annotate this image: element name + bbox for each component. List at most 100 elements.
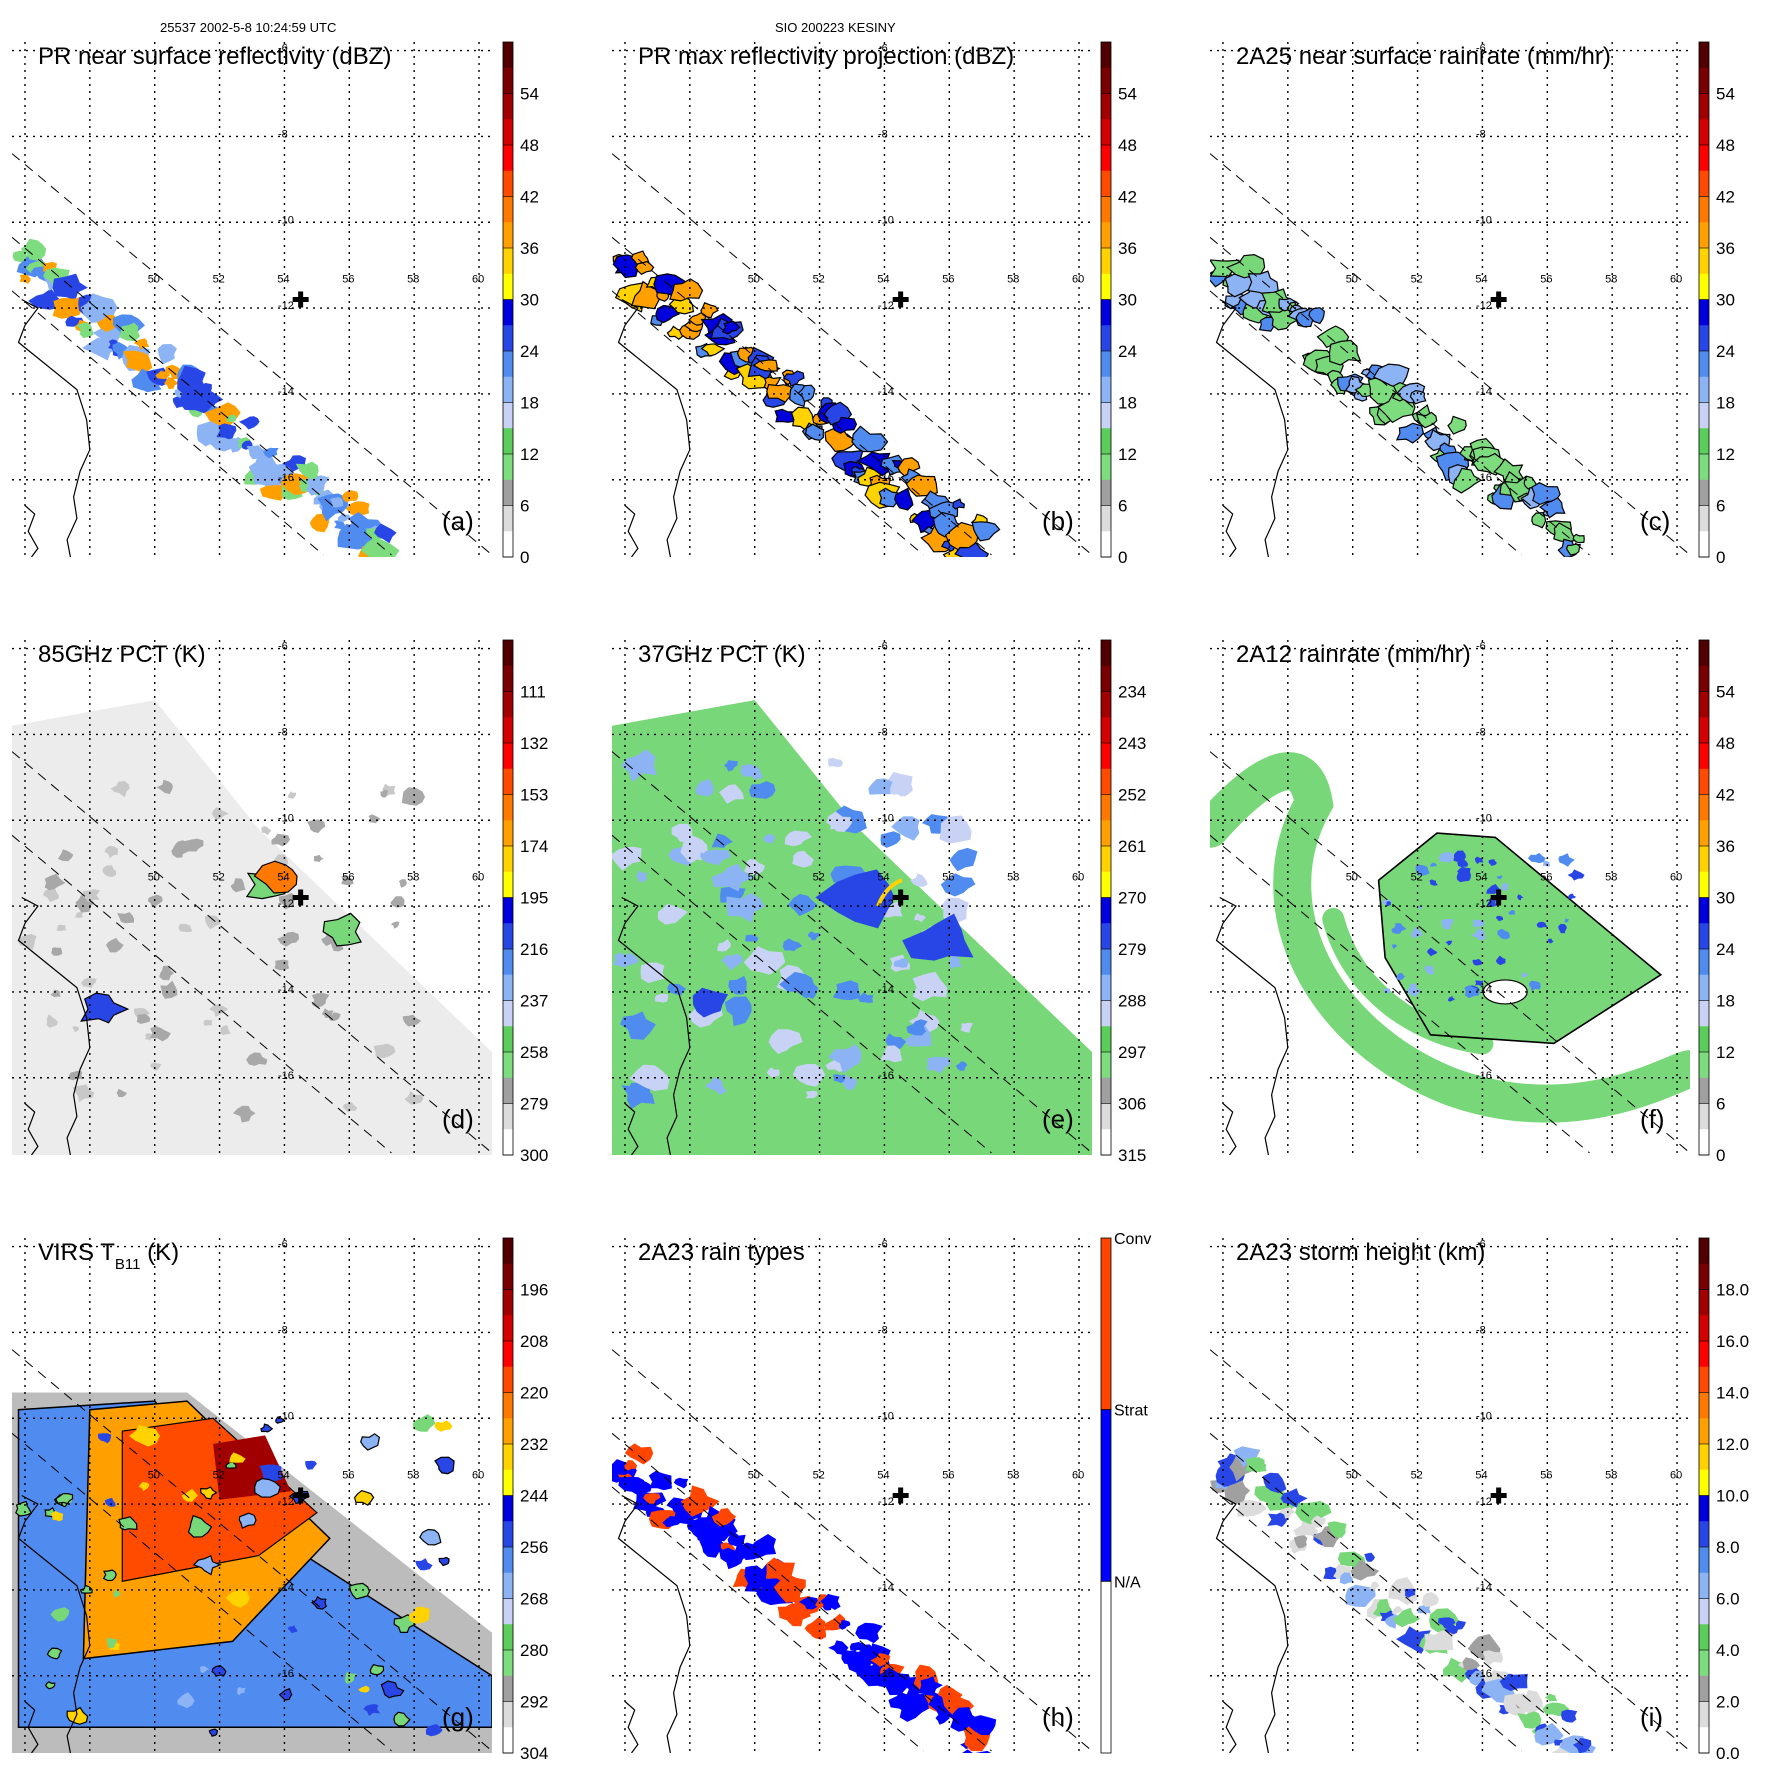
- colorbar-tick-label: 292: [520, 1693, 548, 1712]
- rain-cell: [851, 425, 889, 453]
- cloud-cell: [104, 1497, 116, 1507]
- colorbar-tick-label: 0: [520, 548, 529, 567]
- pct-feature: [657, 903, 688, 925]
- pct-feature: [629, 1064, 670, 1091]
- panel-plot-area: 50 52 54 56 58 60 -6 -8 -10 -12 -14 -16: [1210, 42, 1690, 557]
- rain-cell: [133, 338, 150, 350]
- pct-feature: [404, 1090, 424, 1105]
- rain-cell: [1545, 1693, 1558, 1702]
- lat-tick-label: -6: [1476, 641, 1486, 653]
- colorbar-c: 54 48 42 36 30 24 18 12 6 0: [1698, 41, 1735, 567]
- rain-cell: [360, 537, 400, 557]
- cloud-cell: [412, 1414, 436, 1432]
- rain-cell: [773, 1573, 806, 1603]
- colorbar-segment: [503, 1675, 513, 1702]
- pct-feature: [763, 834, 775, 844]
- colorbar-e: 234 243 252 261 270 279 288 297 306 315: [1100, 639, 1146, 1165]
- pct-feature: [341, 874, 354, 886]
- pct-feature: [313, 854, 324, 862]
- colorbar-tick-label: 132: [520, 734, 548, 753]
- pct-feature: [893, 958, 908, 968]
- rain-cell: [1295, 1500, 1332, 1525]
- pct-feature: [82, 889, 101, 903]
- lon-tick-label: 60: [472, 1469, 484, 1481]
- cloud-cell: [358, 1685, 370, 1693]
- lon-tick-label: 58: [1007, 273, 1019, 285]
- colorbar-tick-label: 261: [1118, 837, 1146, 856]
- rain-cell: [975, 1750, 992, 1753]
- rain-cell: [748, 1534, 777, 1559]
- colorbar-tick-label: 6: [520, 497, 529, 516]
- rain-cell: [1475, 980, 1484, 986]
- cloud-cell: [177, 1692, 195, 1709]
- lat-tick-label: -8: [278, 726, 288, 738]
- colorbar-tick-label: 30: [520, 291, 539, 310]
- colorbar-tick-label: 232: [520, 1435, 548, 1454]
- pct-feature: [728, 975, 747, 995]
- colorbar-segment: [1101, 768, 1111, 795]
- rain-cell: [855, 451, 892, 477]
- panel-label: (b): [1042, 506, 1074, 536]
- lon-tick-label: 52: [1411, 1469, 1423, 1481]
- rain-cell: [1457, 866, 1472, 877]
- rain-cell: [1538, 497, 1566, 519]
- pct-feature: [102, 865, 117, 878]
- colorbar-tick-label: 0: [1716, 548, 1725, 567]
- colorbar-tick-label: 18: [1118, 394, 1137, 413]
- swath-edge: [612, 1432, 992, 1752]
- colorbar-segment: [1699, 1547, 1709, 1574]
- pct-feature: [766, 1067, 780, 1078]
- pct-ring: [876, 878, 903, 907]
- colorbar-segment: [503, 248, 513, 275]
- colorbar-tick-label: 208: [520, 1332, 548, 1351]
- pct-feature: [912, 971, 948, 1002]
- colorbar-segment: [503, 454, 513, 481]
- colorbar-segment: [1101, 273, 1111, 300]
- rain-cell: [52, 273, 88, 301]
- lon-tick-label: 54: [1475, 273, 1487, 285]
- cloud-cell: [275, 1416, 285, 1424]
- lat-tick-label: -6: [878, 641, 888, 653]
- pct-feature: [721, 953, 743, 971]
- colorbar-tick-label: 4.0: [1716, 1641, 1740, 1660]
- colorbar-tick-label: 14.0: [1716, 1384, 1749, 1403]
- colorbar-tick-label: 0: [1118, 548, 1127, 567]
- coastline: [17, 298, 91, 557]
- pct-feature: [110, 780, 130, 798]
- pct-cell: [253, 860, 298, 894]
- colorbar-segment: [1699, 794, 1709, 821]
- lat-tick-label: -14: [278, 386, 294, 398]
- pct-feature: [17, 934, 37, 950]
- colorbar-segment: [1699, 1289, 1709, 1316]
- pct-feature: [203, 1019, 213, 1026]
- cloud-cell: [305, 1460, 317, 1470]
- colorbar-segment: [503, 145, 513, 172]
- colorbar-segment: [1101, 1052, 1111, 1079]
- rain-cell: [1308, 307, 1325, 325]
- colorbar-segment: [503, 479, 513, 506]
- pct-feature: [955, 1061, 968, 1071]
- rain-cell: [1455, 1620, 1466, 1630]
- lat-tick-label: -10: [878, 1410, 894, 1422]
- cloud-cell: [102, 1569, 117, 1582]
- pct-feature: [402, 1014, 422, 1027]
- cloud-cell: [79, 1584, 93, 1594]
- coastline: [617, 896, 691, 1155]
- rain-cell: [77, 322, 94, 338]
- colorbar-segment: [503, 402, 513, 429]
- lat-tick-label: -14: [878, 1582, 894, 1594]
- colorbar-segment: [1101, 691, 1111, 718]
- coastline: [1215, 298, 1289, 557]
- lat-tick-label: -8: [1476, 726, 1486, 738]
- colorbar-segment: [503, 376, 513, 403]
- colorbar-tick-label: 12: [1716, 1043, 1735, 1062]
- colorbar-tick-label: 48: [1118, 136, 1137, 155]
- pct-feature: [880, 831, 901, 848]
- pct-cell: [322, 912, 363, 947]
- colorbar-segment: [1699, 846, 1709, 873]
- pct-feature: [116, 1088, 127, 1098]
- pct-feature: [719, 784, 745, 804]
- cloud-cell: [259, 1464, 283, 1482]
- pct-feature: [205, 915, 221, 930]
- colorbar-segment: [1101, 93, 1111, 120]
